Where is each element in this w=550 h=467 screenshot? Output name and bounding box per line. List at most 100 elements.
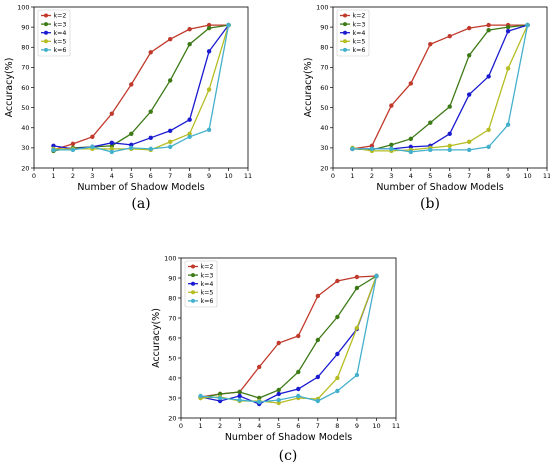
- legend-swatch-marker: [191, 290, 195, 295]
- x-tick-label: 3: [389, 172, 393, 180]
- legend-box: [37, 9, 71, 57]
- chart-panel-3: 0 1 2 3 4 5 6 7 8 9 10 11 20 30 40 50 60 70 80 90 100 Number …: [151, 254, 400, 464]
- y-tick-label: 30: [320, 144, 328, 152]
- y-axis-label: Accuracy(%): [4, 58, 15, 118]
- data-point-k6: [374, 273, 379, 279]
- x-tick-label: 9: [207, 172, 211, 180]
- data-point-k6: [198, 393, 203, 399]
- x-tick-label: 2: [218, 422, 222, 430]
- x-tick-label: 4: [110, 172, 114, 180]
- legend-label: k=5: [201, 290, 214, 297]
- legend-swatch-marker: [191, 281, 195, 286]
- data-point-k6: [335, 388, 340, 394]
- legend-swatch-marker: [191, 273, 195, 278]
- data-point-k3: [354, 285, 360, 291]
- data-point-k6: [109, 149, 115, 155]
- data-point-k5: [187, 131, 192, 136]
- y-tick-label: 30: [21, 144, 29, 152]
- legend-swatch-marker: [44, 30, 48, 35]
- legend-swatch-marker: [343, 39, 347, 44]
- data-point-k6: [466, 147, 472, 153]
- data-point-k6: [350, 146, 355, 152]
- y-tick-label: 70: [21, 64, 29, 72]
- x-tick-label: 7: [467, 172, 471, 180]
- y-tick-label: 70: [168, 314, 176, 322]
- y-tick-label: 40: [21, 124, 29, 132]
- legend: k=2k=3 k=4 k=5k=6: [37, 9, 71, 57]
- data-point-k4: [505, 28, 511, 34]
- legend-label: k=4: [201, 281, 214, 288]
- legend-box: [336, 9, 370, 57]
- data-point-k6: [256, 399, 262, 405]
- chart-panel-2: 0 1 2 3 4 5 6 7 8 9 10 11 20 30 40 50 60 70 80 90 100 Number …: [303, 3, 550, 212]
- data-point-k2: [167, 37, 173, 42]
- data-point-k4: [237, 393, 242, 399]
- legend-swatch-marker: [191, 264, 195, 269]
- data-point-k2: [256, 364, 262, 370]
- y-tick-label: 20: [168, 414, 176, 422]
- series-line-k2: [200, 275, 377, 398]
- series-line-k6: [352, 24, 529, 153]
- legend-swatch-marker: [44, 47, 48, 52]
- x-tick-label: 5: [129, 172, 133, 180]
- data-point-k3: [109, 143, 115, 149]
- x-tick-label: 8: [188, 172, 192, 180]
- data-point-k5: [486, 127, 491, 132]
- data-point-k6: [226, 22, 231, 28]
- data-point-k3: [466, 53, 472, 58]
- legend-label: k=3: [54, 21, 67, 28]
- data-point-k2: [408, 81, 414, 86]
- data-point-k3: [276, 387, 281, 393]
- x-tick-label: 11: [244, 172, 252, 180]
- data-point-k6: [296, 393, 301, 399]
- x-tick-label: 3: [90, 172, 94, 180]
- x-tick-label: 3: [238, 422, 242, 430]
- data-point-k6: [369, 146, 375, 152]
- data-point-k3: [408, 136, 414, 142]
- x-axis-label: Number of Shadow Models: [77, 182, 204, 193]
- data-point-k6: [428, 147, 433, 153]
- series-line-k5: [352, 24, 529, 152]
- legend-swatch-marker: [44, 22, 48, 27]
- y-tick-label: 40: [320, 124, 328, 132]
- x-axis-label: Number of Shadow Models: [376, 182, 503, 193]
- chart-panel-1: 0 1 2 3 4 5 6 7 8 9 10 11 20 30 40 50 60 70 80 90 100 Number …: [4, 3, 252, 212]
- y-tick-label: 60: [168, 334, 176, 342]
- x-tick-label: 6: [296, 422, 300, 430]
- data-point-k4: [486, 74, 491, 79]
- x-tick-label: 9: [506, 172, 510, 180]
- legend-label: k=6: [201, 298, 214, 305]
- x-tick-label: 7: [168, 172, 172, 180]
- y-tick-label: 50: [320, 104, 328, 112]
- data-point-k5: [466, 139, 472, 145]
- data-point-k5: [167, 139, 173, 145]
- legend-swatch-marker: [44, 13, 48, 18]
- y-axis-label: Accuracy(%): [151, 308, 162, 368]
- data-point-k5: [335, 375, 340, 381]
- data-point-k5: [354, 325, 360, 331]
- panel-label: (a): [131, 196, 150, 212]
- series-line-k6: [200, 275, 378, 403]
- data-point-k2: [206, 22, 212, 28]
- data-point-k2: [148, 50, 153, 55]
- data-point-k4: [206, 49, 212, 54]
- y-tick-label: 80: [21, 44, 29, 52]
- legend-label: k=6: [54, 47, 67, 54]
- data-point-k3: [505, 24, 511, 30]
- y-tick-label: 90: [21, 23, 29, 31]
- legend-label: k=5: [353, 39, 366, 46]
- data-point-k6: [51, 147, 56, 153]
- data-point-k4: [296, 386, 301, 392]
- x-tick-label: 6: [448, 172, 452, 180]
- legend: k=2k=3 k=4 k=5k=6: [336, 9, 370, 57]
- legend: k=2k=3 k=4 k=5k=6: [184, 260, 218, 308]
- series-line-k2: [53, 24, 229, 151]
- data-point-k4: [408, 144, 414, 150]
- x-tick-label: 0: [32, 172, 36, 180]
- data-point-k6: [90, 144, 95, 150]
- data-point-k5: [109, 146, 115, 152]
- x-tick-label: 0: [331, 172, 335, 180]
- data-point-k6: [447, 147, 452, 153]
- data-point-k2: [335, 278, 340, 284]
- data-point-k4: [187, 117, 192, 122]
